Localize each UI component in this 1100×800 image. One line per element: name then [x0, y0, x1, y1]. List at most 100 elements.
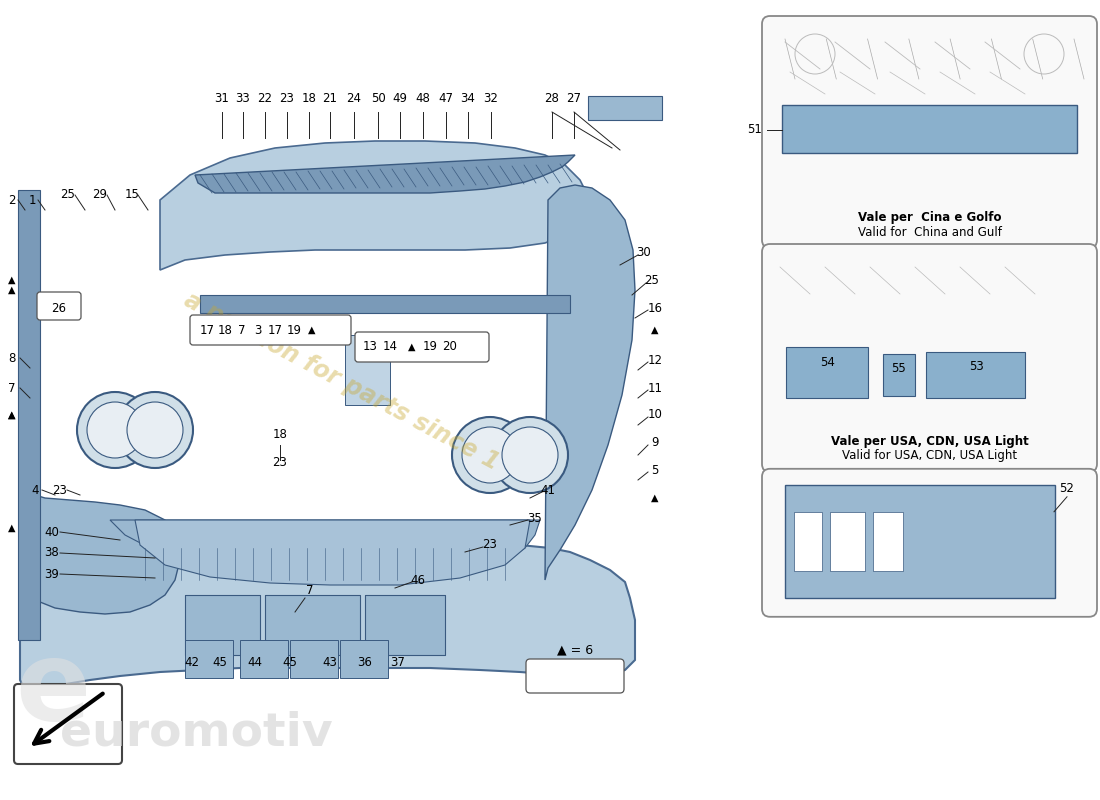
Bar	[794, 512, 822, 571]
FancyBboxPatch shape	[762, 244, 1097, 472]
FancyBboxPatch shape	[926, 352, 1025, 398]
Circle shape	[87, 402, 143, 458]
Text: euromotiv: euromotiv	[60, 710, 332, 755]
Text: 20: 20	[442, 341, 458, 354]
Text: 1: 1	[29, 194, 35, 206]
Text: ▲: ▲	[308, 325, 316, 335]
Text: 13: 13	[363, 341, 377, 354]
Text: Valid for  China and Gulf: Valid for China and Gulf	[858, 226, 1001, 238]
Bar	[185, 640, 233, 678]
Circle shape	[77, 392, 153, 468]
Text: 14: 14	[383, 341, 397, 354]
Text: 35: 35	[528, 511, 542, 525]
Text: 25: 25	[645, 274, 659, 286]
Text: 11: 11	[648, 382, 662, 394]
Text: 23: 23	[483, 538, 497, 551]
Text: 47: 47	[439, 91, 453, 105]
Text: ▲ = 6: ▲ = 6	[557, 643, 593, 657]
Text: 21: 21	[322, 91, 338, 105]
FancyBboxPatch shape	[883, 354, 915, 396]
Bar	[200, 295, 570, 313]
Text: 23: 23	[279, 91, 295, 105]
Text: 22: 22	[257, 91, 273, 105]
Text: 41: 41	[540, 483, 556, 497]
Text: 39: 39	[45, 567, 59, 581]
Text: 45: 45	[283, 657, 297, 670]
FancyBboxPatch shape	[37, 292, 81, 320]
FancyBboxPatch shape	[785, 485, 1055, 598]
Bar	[365, 595, 446, 655]
Text: ▲: ▲	[9, 523, 15, 533]
Text: 52: 52	[1059, 482, 1075, 495]
Text: 28: 28	[544, 91, 560, 105]
Text: ▲: ▲	[9, 410, 15, 420]
Text: 38: 38	[45, 546, 59, 559]
Text: 43: 43	[322, 657, 338, 670]
Circle shape	[502, 427, 558, 483]
Bar	[185, 595, 260, 655]
FancyBboxPatch shape	[355, 332, 490, 362]
Text: 55: 55	[892, 362, 906, 375]
Text: 25: 25	[60, 189, 76, 202]
Circle shape	[117, 392, 192, 468]
Text: 24: 24	[346, 91, 362, 105]
Text: ▲: ▲	[9, 275, 15, 285]
Text: 2: 2	[9, 194, 15, 206]
Text: Valid for USA, CDN, USA Light: Valid for USA, CDN, USA Light	[842, 450, 1018, 462]
Text: 23: 23	[53, 483, 67, 497]
Text: 16: 16	[648, 302, 662, 314]
Circle shape	[462, 427, 518, 483]
Text: 53: 53	[969, 360, 983, 373]
Text: 19: 19	[422, 341, 438, 354]
Text: 3: 3	[254, 323, 262, 337]
Bar	[873, 512, 903, 571]
Text: 7: 7	[9, 382, 15, 394]
Bar	[290, 640, 338, 678]
Text: 18: 18	[218, 323, 232, 337]
Text: 31: 31	[214, 91, 230, 105]
Text: 7: 7	[306, 583, 313, 597]
Text: a passion for parts since 1: a passion for parts since 1	[180, 288, 503, 475]
Bar	[240, 640, 288, 678]
Circle shape	[126, 402, 183, 458]
FancyBboxPatch shape	[782, 106, 1077, 153]
Text: e: e	[15, 636, 90, 743]
Text: 44: 44	[248, 657, 263, 670]
Text: 45: 45	[212, 657, 228, 670]
Text: Vale per  Cina e Golfo: Vale per Cina e Golfo	[858, 211, 1001, 225]
Polygon shape	[160, 141, 590, 270]
Bar	[265, 595, 360, 655]
Text: 33: 33	[235, 91, 251, 105]
FancyBboxPatch shape	[786, 347, 868, 398]
Polygon shape	[20, 280, 180, 614]
Circle shape	[492, 417, 568, 493]
Text: 15: 15	[124, 189, 140, 202]
Text: ▲: ▲	[408, 342, 416, 352]
Text: 49: 49	[393, 91, 407, 105]
FancyBboxPatch shape	[762, 16, 1097, 248]
Text: 32: 32	[484, 91, 498, 105]
FancyBboxPatch shape	[190, 315, 351, 345]
Text: 18: 18	[273, 429, 287, 442]
Text: 12: 12	[648, 354, 662, 366]
Text: 4: 4	[31, 483, 38, 497]
Text: 29: 29	[92, 189, 108, 202]
Text: 17: 17	[199, 323, 214, 337]
Text: 54: 54	[821, 356, 835, 369]
Text: 10: 10	[648, 409, 662, 422]
Text: 51: 51	[747, 123, 762, 136]
Text: 19: 19	[286, 323, 301, 337]
Text: 23: 23	[273, 455, 287, 469]
Bar	[340, 640, 388, 678]
FancyBboxPatch shape	[14, 684, 122, 764]
FancyBboxPatch shape	[526, 659, 624, 693]
FancyBboxPatch shape	[762, 469, 1097, 617]
Text: 48: 48	[416, 91, 430, 105]
Text: 9: 9	[651, 437, 659, 450]
Text: 46: 46	[410, 574, 426, 586]
Text: 7: 7	[239, 323, 245, 337]
Text: ▲: ▲	[9, 285, 15, 295]
Text: ▲: ▲	[9, 410, 15, 420]
Text: 36: 36	[358, 657, 373, 670]
Polygon shape	[20, 543, 635, 690]
